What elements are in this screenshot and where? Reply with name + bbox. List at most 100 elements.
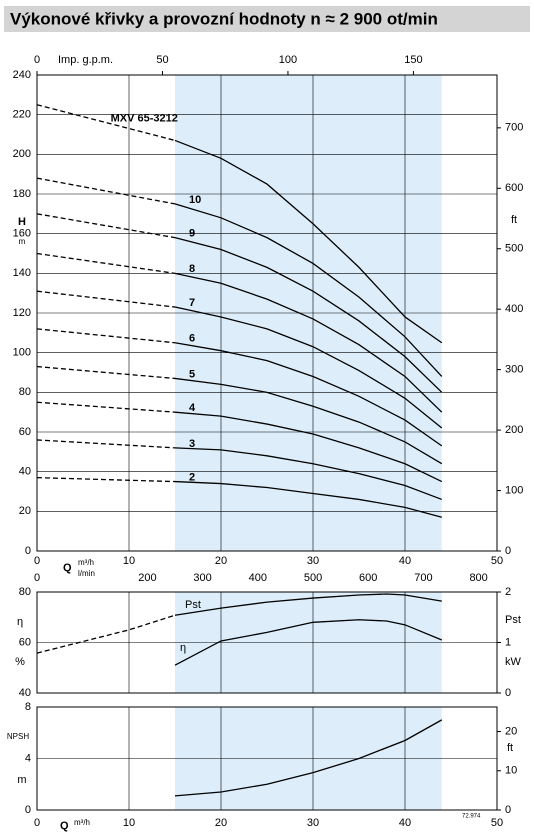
y2-tick-label: 100 <box>505 484 523 496</box>
curve <box>36 213 176 239</box>
plot-frame <box>36 74 498 552</box>
curve <box>36 177 176 205</box>
curve <box>174 237 443 393</box>
series-label: 3 <box>189 438 195 450</box>
curve <box>36 328 176 344</box>
x3-tick-label: 800 <box>469 572 487 584</box>
y-unit: % <box>15 656 25 668</box>
curve <box>36 365 176 380</box>
series-label: η <box>180 642 186 654</box>
curve <box>36 290 176 308</box>
x2-tick-label: 150 <box>404 54 422 66</box>
x-tick-label: 0 <box>34 555 40 567</box>
x3-tick-label: 500 <box>304 572 322 584</box>
x2-tick-label: 50 <box>156 54 168 66</box>
y-tick-label: 40 <box>19 466 31 478</box>
curve <box>36 439 176 449</box>
curve <box>174 139 443 344</box>
series-label: 8 <box>189 263 195 275</box>
y-tick-label: 0 <box>25 545 31 557</box>
x-tick-label: 50 <box>491 817 503 829</box>
series-label: 5 <box>189 368 195 380</box>
curve <box>174 593 442 616</box>
curve <box>174 719 443 797</box>
y2-label: ft <box>507 742 513 754</box>
curve <box>174 306 443 429</box>
y2-unit: kW <box>505 656 522 668</box>
series-label: Pst <box>185 599 201 611</box>
y-tick-label: 80 <box>19 386 31 398</box>
y-tick-label: 120 <box>13 307 31 319</box>
y-label: H <box>18 216 26 228</box>
y2-label: Pst <box>505 614 521 626</box>
x-label: Q <box>63 562 72 574</box>
y2-tick-label: 2 <box>505 586 511 598</box>
y2-tick-label: 0 <box>505 804 511 816</box>
series-label: 10 <box>189 194 201 206</box>
y2-tick-label: 200 <box>505 424 523 436</box>
y2-tick-label: 600 <box>505 182 523 194</box>
x3-tick-label: 0 <box>34 572 40 584</box>
y-tick-label: 220 <box>13 109 31 121</box>
curve <box>36 614 176 654</box>
y-tick-label: 20 <box>19 505 31 517</box>
y-tick-label: 60 <box>19 636 31 648</box>
y-unit: m <box>19 237 26 246</box>
curve <box>36 476 176 483</box>
y-tick-label: 180 <box>13 188 31 200</box>
x2-label: Imp. g.p.m. <box>58 54 113 66</box>
y2-tick-label: 500 <box>505 243 523 255</box>
y2-tick-label: 400 <box>505 303 523 315</box>
x-tick-label: 30 <box>307 817 319 829</box>
x-tick-label: 20 <box>215 555 227 567</box>
y-tick-label: 80 <box>19 586 31 598</box>
x-tick-label: 40 <box>399 817 411 829</box>
curve <box>36 252 176 274</box>
plot-frame <box>36 591 498 694</box>
series-label: 9 <box>189 228 195 240</box>
x3-label: l/min <box>78 569 95 578</box>
y2-tick-label: 300 <box>505 364 523 376</box>
y2-tick-label: 20 <box>505 725 517 737</box>
note: 72.974 <box>462 814 481 820</box>
title-bar <box>4 6 530 32</box>
series-label: 2 <box>189 471 195 483</box>
y-unit: m <box>17 774 26 786</box>
x3-tick-label: 700 <box>414 572 432 584</box>
y-label: NPSH <box>7 732 29 741</box>
y-tick-label: 0 <box>25 804 31 816</box>
y-tick-label: 60 <box>19 426 31 438</box>
x-tick-label: 10 <box>123 555 135 567</box>
curve <box>174 480 442 518</box>
curve <box>36 401 176 413</box>
y-tick-label: 8 <box>25 701 31 713</box>
curve <box>174 342 443 447</box>
x-tick-label: 20 <box>215 817 227 829</box>
y-tick-label: 240 <box>13 69 31 81</box>
curve <box>174 447 443 501</box>
y-tick-label: 160 <box>13 228 31 240</box>
y-tick-label: 4 <box>25 752 31 764</box>
y2-tick-label: 1 <box>505 636 511 648</box>
y2-tick-label: 10 <box>505 765 517 777</box>
title: Výkonové křivky a provozní hodnoty n ≈ 2… <box>10 9 438 28</box>
x-unit: m³/h <box>74 818 90 827</box>
y-tick-label: 140 <box>13 267 31 279</box>
curve <box>174 203 443 377</box>
curve <box>174 377 443 465</box>
y-tick-label: 200 <box>13 148 31 160</box>
curve <box>174 272 443 413</box>
x-tick-label: 0 <box>34 817 40 829</box>
y2-label: ft <box>511 214 517 226</box>
y-tick-label: 100 <box>13 347 31 359</box>
series-label: 4 <box>189 402 196 414</box>
x-tick-label: 10 <box>123 817 135 829</box>
plot-frame <box>36 706 498 811</box>
x3-tick-label: 300 <box>193 572 211 584</box>
y-tick-label: 40 <box>19 687 31 699</box>
y-label: η <box>17 616 23 628</box>
curve <box>174 411 443 483</box>
x3-tick-label: 400 <box>249 572 267 584</box>
